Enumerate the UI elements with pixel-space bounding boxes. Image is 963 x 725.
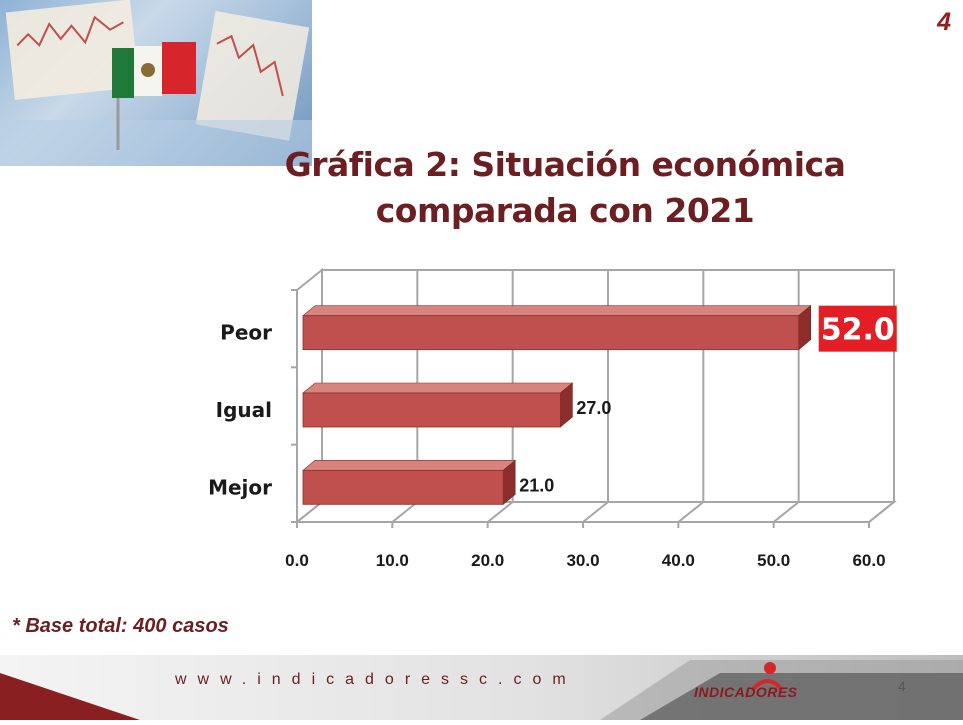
bar-front-face [302, 392, 561, 428]
x-tick-label: 60.0 [852, 551, 885, 570]
floor-grid-line [391, 501, 418, 523]
bar-igual [302, 382, 574, 428]
floor-grid-line [677, 501, 704, 523]
x-tick-label: 50.0 [757, 551, 790, 570]
data-label-box-highlight [818, 305, 897, 352]
floor-grid-line [487, 501, 514, 523]
footer-page-number: 4 [898, 678, 906, 694]
footer-band [0, 655, 963, 720]
brand-logo-icon [750, 662, 784, 692]
bar-top-face [302, 460, 517, 471]
labels: 0.0 10.0 20.0 30.0 40.0 50.0 60.0 Peor 52.0 Igual… [208, 305, 897, 570]
header-photo-illustration [0, 0, 312, 166]
floor-grid-line [296, 501, 323, 523]
floor-grid-line [773, 501, 800, 523]
category-label-mejor: Mejor [208, 475, 272, 499]
data-label-peor: 52.0 [821, 313, 895, 348]
chart-title: Gráfica 2: Situación económica comparada… [284, 145, 846, 230]
x-tick-label: 0.0 [285, 551, 309, 570]
footer-band-graphic [0, 655, 963, 720]
data-label-igual: 27.0 [576, 398, 611, 418]
bar-top-face [302, 305, 812, 316]
bar-front-face [302, 469, 504, 505]
x-tick-label: 30.0 [566, 551, 599, 570]
bar-peor [302, 305, 812, 351]
x-tick-label: 10.0 [376, 551, 409, 570]
bar-front-face [302, 315, 800, 351]
floor-grid-line [582, 501, 609, 523]
header-photo-mexico-flag-stock-charts [0, 0, 312, 166]
footnote-base-total: * Base total: 400 casos [12, 615, 229, 637]
category-label-igual: Igual [216, 398, 272, 422]
bar-mejor [302, 459, 517, 505]
bar-top-face [302, 382, 574, 394]
data-label-mejor: 21.0 [519, 475, 554, 495]
slide-number: 4 [937, 8, 951, 36]
x-tick-label: 40.0 [662, 551, 695, 570]
category-label-peor: Peor [220, 321, 272, 345]
brand-logo-text: INDICADORES [694, 684, 798, 700]
floor-grid-line [868, 501, 895, 523]
bars [302, 305, 812, 505]
x-tick-label: 20.0 [471, 551, 504, 570]
website-url: www.indicadoressc.com [175, 671, 577, 688]
